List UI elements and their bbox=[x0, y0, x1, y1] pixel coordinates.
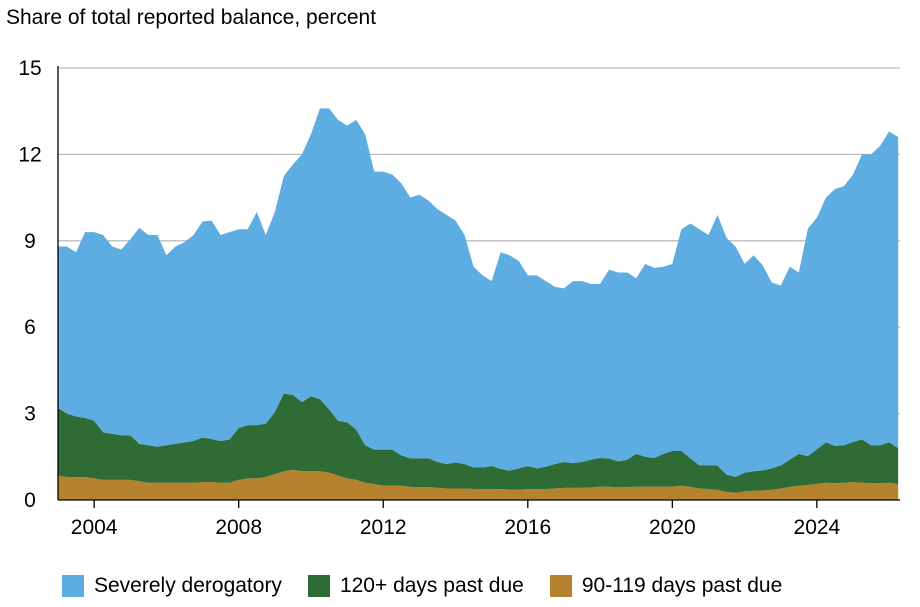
y-tick-label-0: 0 bbox=[24, 489, 36, 512]
y-tick-label-3: 3 bbox=[24, 403, 36, 426]
legend-label-120-plus: 120+ days past due bbox=[339, 574, 524, 597]
y-axis-label: Share of total reported balance, percent bbox=[6, 6, 377, 29]
area-days-120-plus bbox=[58, 393, 899, 493]
y-tick-label-12: 12 bbox=[18, 143, 41, 166]
x-tick-label-2020: 2020 bbox=[649, 516, 696, 539]
y-tick-label-15: 15 bbox=[18, 57, 41, 80]
y-tick-label-9: 9 bbox=[24, 230, 36, 253]
legend-item-severely-derogatory: Severely derogatory bbox=[62, 574, 282, 598]
area-days-90-119 bbox=[58, 469, 899, 500]
x-tick-label-2004: 2004 bbox=[71, 516, 118, 539]
legend-swatch-120-plus bbox=[307, 575, 330, 597]
legend-label-severely-derogatory: Severely derogatory bbox=[94, 574, 282, 597]
axes bbox=[57, 66, 900, 508]
y-tick-label-6: 6 bbox=[24, 316, 36, 339]
x-tick-label-2016: 2016 bbox=[504, 516, 551, 539]
x-tick-label-2012: 2012 bbox=[360, 516, 407, 539]
area-severely-derogatory bbox=[58, 108, 899, 477]
legend-swatch-severely-derogatory bbox=[62, 575, 84, 597]
legend-label-90-119: 90-119 days past due bbox=[581, 574, 783, 597]
x-tick-label-2024: 2024 bbox=[794, 516, 841, 539]
x-tick-labels: 2004 2008 2012 2016 2020 2024 bbox=[71, 516, 841, 539]
legend-swatch-90-119 bbox=[549, 575, 572, 597]
legend: Severely derogatory 120+ days past due 9… bbox=[62, 574, 808, 598]
y-tick-labels: 0 3 6 9 12 15 bbox=[18, 57, 41, 512]
area-chart: 0 3 6 9 12 15 2004 2008 2012 2016 2020 2024 bbox=[18, 57, 900, 539]
legend-item-90-119: 90-119 days past due bbox=[549, 574, 783, 598]
legend-item-120-plus: 120+ days past due bbox=[307, 574, 524, 598]
x-tick-label-2008: 2008 bbox=[215, 516, 262, 539]
stacked-areas bbox=[58, 108, 899, 500]
